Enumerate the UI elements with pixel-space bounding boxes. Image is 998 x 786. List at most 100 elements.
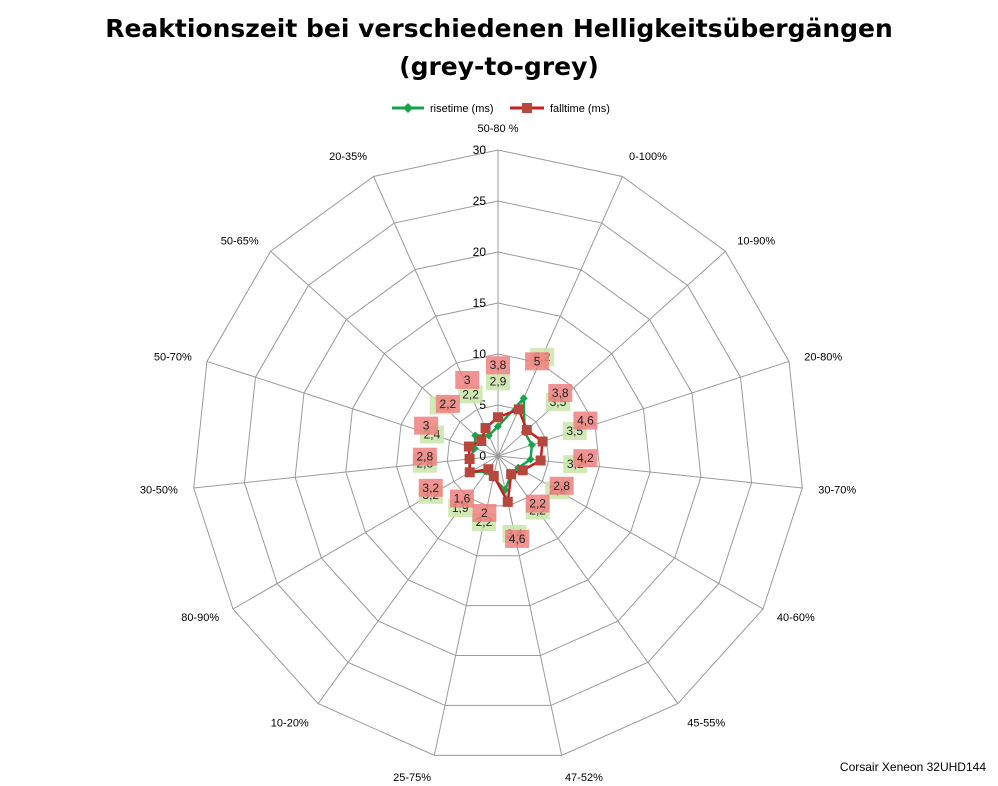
axis-label: 45-55% bbox=[687, 718, 725, 730]
axis-label: 50-80 % bbox=[478, 123, 519, 135]
chart-title: Reaktionszeit bei verschiedenen Helligke… bbox=[0, 10, 998, 86]
risetime-marker bbox=[494, 422, 502, 431]
falltime-marker bbox=[464, 467, 475, 478]
data-label: 3,8 bbox=[490, 358, 507, 372]
data-label-box bbox=[548, 383, 573, 402]
axis-tick-label: 5 bbox=[479, 398, 486, 412]
data-label-box bbox=[525, 494, 550, 513]
data-label: 4,2 bbox=[577, 451, 594, 465]
grid-spoke bbox=[206, 360, 499, 457]
data-label: 2,8 bbox=[553, 479, 570, 493]
data-label-box bbox=[472, 503, 497, 522]
axis-label: 50-65% bbox=[221, 236, 259, 248]
grid-spoke bbox=[270, 250, 499, 457]
legend-rise-label: risetime (ms) bbox=[430, 103, 494, 115]
data-label-box bbox=[549, 476, 574, 495]
falltime-marker bbox=[464, 453, 475, 464]
axis-label: 47-52% bbox=[565, 772, 603, 784]
falltime-marker bbox=[483, 464, 494, 475]
risetime-marker bbox=[519, 394, 528, 403]
data-label: 1,6 bbox=[454, 492, 471, 506]
legend-fall-swatch-marker bbox=[522, 103, 532, 113]
axis-label: 20-80% bbox=[804, 351, 842, 363]
grid-spoke bbox=[373, 176, 499, 457]
footer-model-name: Corsair Xeneon 32UHD144 bbox=[839, 760, 986, 774]
data-label-box bbox=[486, 356, 510, 375]
data-label: 3 bbox=[423, 419, 430, 433]
grid-ring bbox=[294, 251, 702, 657]
grid-spoke bbox=[497, 455, 803, 489]
data-label: 3,2 bbox=[422, 481, 439, 495]
data-label-box bbox=[435, 394, 460, 413]
axis-label: 10-90% bbox=[737, 236, 775, 248]
falltime-marker bbox=[502, 496, 513, 507]
falltime-marker bbox=[476, 435, 487, 446]
data-label: 2,2 bbox=[440, 397, 457, 411]
chart-title-line1: Reaktionszeit bei verschiedenen Helligke… bbox=[105, 14, 893, 43]
grid-spoke bbox=[497, 455, 764, 610]
falltime-marker bbox=[535, 455, 546, 466]
axis-label: 30-50% bbox=[140, 485, 178, 497]
axis-label: 30-70% bbox=[818, 485, 856, 497]
grid-ring bbox=[193, 149, 803, 756]
data-label: 4,6 bbox=[577, 414, 594, 428]
data-label-box bbox=[412, 447, 437, 466]
grid-ring bbox=[446, 404, 550, 507]
axis-label: 50-70% bbox=[154, 351, 192, 363]
axis-tick-label: 0 bbox=[479, 449, 486, 463]
falltime-marker bbox=[480, 423, 491, 434]
falltime-marker bbox=[493, 412, 503, 423]
grid-spoke bbox=[497, 455, 679, 704]
data-label-box bbox=[573, 411, 598, 430]
axis-tick-label: 20 bbox=[473, 245, 487, 259]
data-label: 2,9 bbox=[490, 374, 507, 388]
grid-spoke bbox=[193, 455, 499, 489]
data-label: 3,8 bbox=[552, 386, 569, 400]
data-label-box bbox=[573, 449, 598, 468]
axis-tick-label: 15 bbox=[473, 296, 487, 310]
chart-title-line2: (grey-to-grey) bbox=[399, 52, 599, 81]
grid-ring bbox=[345, 302, 651, 607]
data-label: 4,6 bbox=[509, 532, 526, 546]
grid-ring bbox=[396, 353, 600, 557]
data-label-box bbox=[414, 416, 439, 435]
falltime-marker bbox=[521, 425, 532, 436]
series-line bbox=[467, 408, 544, 504]
data-label-box bbox=[525, 352, 550, 371]
falltime-marker bbox=[488, 470, 499, 481]
data-label: 3 bbox=[464, 373, 471, 387]
axis-label: 10-20% bbox=[271, 718, 309, 730]
grid-spoke bbox=[497, 250, 726, 457]
axis-tick-label: 25 bbox=[473, 194, 487, 208]
legend-fall-label: falltime (ms) bbox=[550, 103, 610, 115]
risetime-marker bbox=[526, 455, 535, 464]
data-label-box bbox=[458, 385, 483, 404]
data-label-box bbox=[505, 529, 530, 548]
falltime-marker bbox=[537, 436, 548, 447]
grid-spoke bbox=[232, 455, 499, 610]
axis-tick-label: 10 bbox=[473, 347, 487, 361]
data-label: 2 bbox=[481, 506, 488, 520]
falltime-marker bbox=[463, 441, 474, 452]
legend-rise-swatch-marker bbox=[403, 103, 413, 113]
risetime-marker bbox=[527, 440, 536, 449]
axis-label: 40-60% bbox=[777, 612, 815, 624]
axis-label: 80-90% bbox=[181, 612, 219, 624]
falltime-marker bbox=[506, 469, 517, 480]
axis-label: 0-100% bbox=[629, 151, 667, 163]
falltime-marker bbox=[513, 404, 524, 415]
data-label: 2,2 bbox=[462, 387, 479, 401]
data-label: 5 bbox=[534, 354, 541, 368]
axis-tick-label: 30 bbox=[473, 143, 487, 157]
data-label-box bbox=[449, 489, 474, 508]
axis-label: 20-35% bbox=[329, 151, 367, 163]
data-label: 2,2 bbox=[529, 497, 546, 511]
risetime-marker bbox=[484, 431, 493, 440]
data-label-box bbox=[418, 478, 443, 497]
data-label-box bbox=[486, 372, 510, 391]
grid-ring bbox=[243, 200, 753, 706]
falltime-marker bbox=[517, 465, 528, 476]
data-label-box bbox=[455, 370, 480, 389]
axis-label: 25-75% bbox=[393, 772, 431, 784]
